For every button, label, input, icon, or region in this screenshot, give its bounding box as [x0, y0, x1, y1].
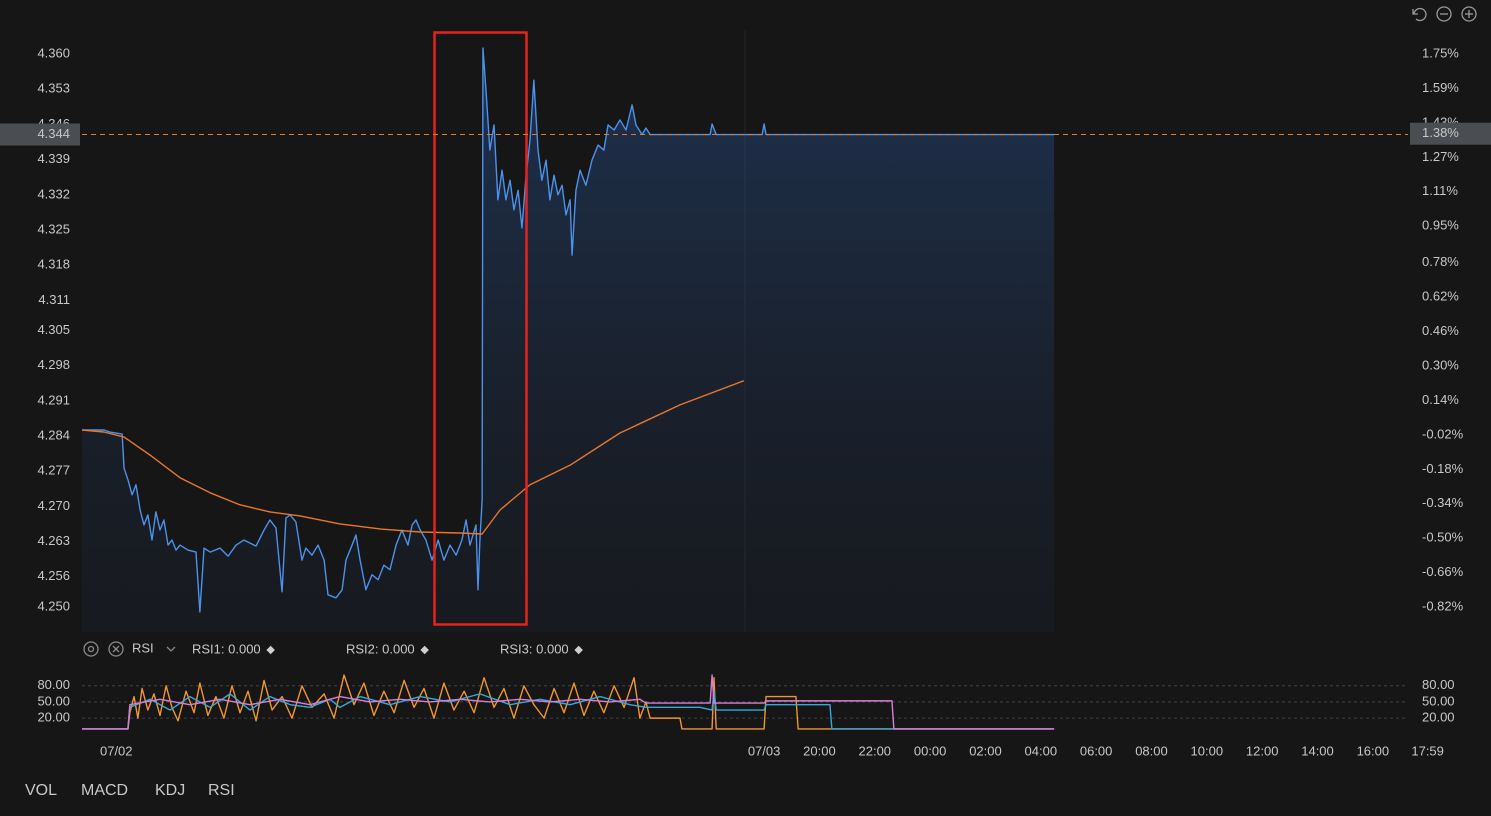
- y2-tick-label: 1.27%: [1422, 149, 1459, 164]
- legend-entry: RSI2: 0.000: [346, 641, 415, 656]
- reset-button[interactable]: [1412, 7, 1427, 22]
- y-tick-label: 4.332: [37, 186, 70, 201]
- legend-marker: [574, 645, 583, 655]
- y-tick-label: 4.256: [37, 568, 70, 583]
- x-tick-label: 06:00: [1080, 743, 1113, 758]
- line-layer: [81, 47, 1055, 730]
- last-change-label: 1.38%: [1422, 125, 1459, 140]
- x-tick-label: 07/03: [748, 743, 781, 758]
- label-layer: 4.3604.3534.3464.3394.3324.3254.3184.311…: [0, 46, 1491, 758]
- zoom-out-button[interactable]: [1436, 6, 1452, 22]
- y-tick-label: 4.250: [37, 598, 70, 613]
- y-tick-label: 4.277: [37, 463, 70, 478]
- series-line: [82, 47, 1055, 613]
- indicator-tab[interactable]: RSI: [208, 782, 235, 799]
- y-tick-label: 20.00: [37, 710, 70, 725]
- y-tick-label-right: 20.00: [1422, 710, 1455, 725]
- y-tick-label: 4.270: [37, 498, 70, 513]
- y2-tick-label: 0.30%: [1422, 358, 1459, 373]
- settings-button[interactable]: [83, 641, 99, 657]
- x-tick-label: 00:00: [914, 743, 947, 758]
- y2-tick-label: 0.78%: [1422, 254, 1459, 269]
- y2-tick-label: 0.46%: [1422, 323, 1459, 338]
- x-tick-label: 16:00: [1357, 743, 1390, 758]
- x-tick-label: 17:59: [1411, 743, 1444, 758]
- x-tick-label: 22:00: [859, 743, 892, 758]
- y-tick-label: 4.325: [37, 221, 70, 236]
- y-tick-label: 80.00: [37, 677, 70, 692]
- legend-marker: [266, 645, 275, 655]
- series-line: [81, 380, 745, 535]
- indicator-tab[interactable]: MACD: [81, 782, 128, 799]
- indicator-dropdown[interactable]: [166, 646, 176, 652]
- x-tick-label: 04:00: [1025, 743, 1058, 758]
- last-price-label: 4.344: [37, 126, 70, 141]
- close-indicator-button[interactable]: [108, 641, 124, 657]
- y2-tick-label: -0.82%: [1422, 598, 1464, 613]
- y-tick-label: 4.360: [37, 46, 70, 61]
- legend-entry: RSI1: 0.000: [192, 641, 261, 656]
- price-area: [82, 48, 1055, 632]
- legend-marker: [420, 645, 429, 655]
- y-tick-label: 4.291: [37, 392, 70, 407]
- indicator-title: RSI: [132, 640, 154, 655]
- indicator-tab[interactable]: VOL: [25, 782, 57, 799]
- y2-tick-label: 0.14%: [1422, 392, 1459, 407]
- y-tick-label: 4.263: [37, 533, 70, 548]
- y2-tick-label: 1.11%: [1422, 183, 1458, 198]
- y2-tick-label: 1.75%: [1422, 46, 1459, 61]
- y-tick-label: 4.284: [37, 427, 70, 442]
- toolbar: [1412, 6, 1477, 22]
- y2-tick-label: 0.62%: [1422, 289, 1459, 304]
- y2-tick-label: -0.02%: [1422, 426, 1464, 441]
- series-line: [82, 674, 1055, 730]
- y-tick-label: 4.298: [37, 357, 70, 372]
- y-tick-label: 4.311: [38, 292, 70, 307]
- x-tick-label: 12:00: [1246, 743, 1279, 758]
- y2-tick-label: -0.66%: [1422, 564, 1464, 579]
- x-tick-label: 14:00: [1301, 743, 1334, 758]
- y-tick-label: 50.00: [37, 693, 70, 708]
- y2-tick-label: -0.34%: [1422, 495, 1464, 510]
- indicator-tab[interactable]: KDJ: [155, 782, 185, 799]
- x-tick-label: 20:00: [803, 743, 836, 758]
- highlight-box: [433, 31, 528, 626]
- y-tick-label: 4.318: [37, 257, 70, 272]
- last-price-box: [0, 123, 80, 146]
- x-tick-label: 10:00: [1191, 743, 1224, 758]
- y-tick-label: 4.339: [37, 151, 70, 166]
- x-tick-label: 07/02: [100, 743, 133, 758]
- zoom-in-button[interactable]: [1461, 6, 1477, 22]
- x-tick-label: 08:00: [1135, 743, 1168, 758]
- last-change-box: [1410, 122, 1491, 145]
- x-tick-label: 02:00: [969, 743, 1002, 758]
- y-tick-label: 4.305: [37, 322, 70, 337]
- y2-tick-label: 1.59%: [1422, 80, 1459, 95]
- y-tick-label: 4.353: [37, 81, 70, 96]
- y2-tick-label: 0.95%: [1422, 218, 1459, 233]
- legend-entry: RSI3: 0.000: [500, 641, 569, 656]
- y-tick-label-right: 80.00: [1422, 677, 1455, 692]
- indicator-controls: [83, 641, 176, 657]
- series-line: [82, 674, 1055, 730]
- series-line: [82, 690, 1055, 730]
- y-tick-label-right: 50.00: [1422, 693, 1455, 708]
- y2-tick-label: -0.50%: [1422, 530, 1464, 545]
- area-layer: [82, 48, 1408, 719]
- y2-tick-label: -0.18%: [1422, 461, 1464, 476]
